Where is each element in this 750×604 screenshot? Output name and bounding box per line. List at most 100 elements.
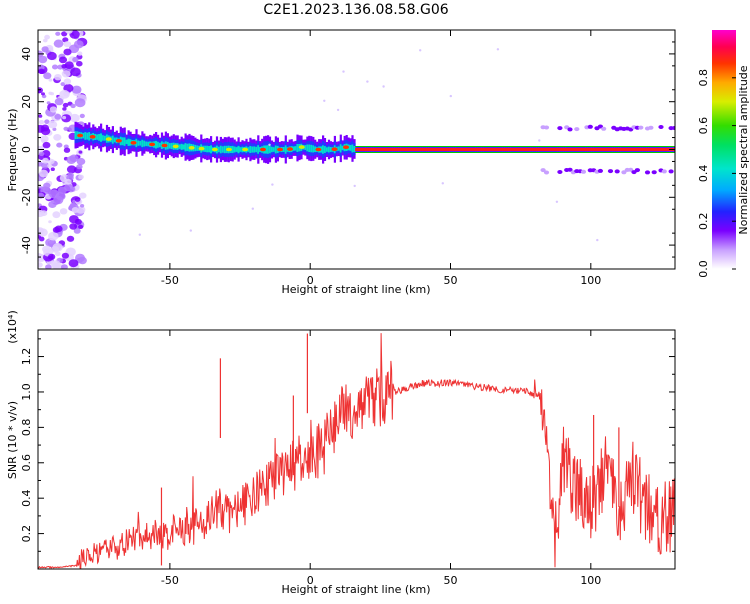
sideband-blob: [628, 127, 634, 132]
trace-inner: [265, 145, 268, 154]
noise-blob: [62, 37, 69, 43]
noise-blob: [54, 74, 62, 81]
trace-inner: [170, 142, 173, 150]
sideband-blob: [587, 124, 593, 129]
trace-inner: [127, 138, 130, 146]
trace-inner: [98, 134, 101, 141]
noise-blob: [62, 115, 67, 120]
noise-blob: [48, 78, 53, 82]
noise-blob: [38, 55, 48, 64]
noise-blob: [44, 34, 50, 40]
sideband-blob: [543, 170, 550, 175]
stray-point: [251, 207, 254, 210]
sideband-blob: [580, 169, 587, 174]
stray-point: [138, 233, 141, 236]
trace-hotspot: [331, 147, 338, 151]
noise-blob: [71, 207, 79, 213]
trace-inner: [341, 145, 344, 151]
y-tick-label: 1.2: [20, 348, 33, 366]
trace-inner: [239, 147, 242, 152]
trace-inner: [306, 144, 309, 152]
trace-inner: [257, 145, 260, 154]
x-tick-label: -50: [161, 274, 179, 287]
noise-blob: [69, 223, 78, 230]
trace-inner: [294, 146, 297, 151]
trace-hotspot: [343, 145, 349, 149]
trace-inner: [103, 135, 107, 141]
noise-blob: [56, 142, 63, 148]
noise-blob: [46, 101, 51, 105]
trace-inner: [147, 141, 150, 147]
trace-inner: [349, 145, 352, 151]
trace-inner: [210, 145, 213, 154]
stray-point: [353, 184, 356, 188]
noise-blob: [61, 70, 71, 78]
sideband-blob: [540, 168, 546, 173]
noise-blob: [43, 72, 52, 80]
trace-inner: [237, 145, 240, 154]
trace-hotspot: [161, 143, 168, 148]
y-tick-label: -20: [20, 188, 33, 206]
y-tick-label: 0.2: [20, 525, 33, 543]
sideband-blob: [638, 125, 644, 130]
colorbar: 0.0 0.2 0.4 0.6 0.8 Normalized spectral ampl…: [697, 30, 750, 278]
stray-point: [336, 108, 340, 112]
trace-inner: [137, 140, 140, 146]
noise-blob: [61, 31, 68, 37]
noise-blob: [48, 158, 55, 165]
trace-hotspot: [287, 147, 293, 151]
sideband-blob: [597, 124, 604, 129]
snr-frame: [37, 329, 676, 570]
trace-inner: [339, 144, 342, 153]
noise-blob: [54, 225, 63, 233]
x-tick-label: 0: [307, 274, 314, 287]
trace-hotspot: [89, 135, 96, 139]
trace-inner: [139, 140, 142, 146]
noise-blob: [40, 127, 51, 136]
trace-inner: [194, 144, 197, 152]
trace-inner: [314, 146, 317, 153]
trace-inner: [217, 146, 221, 153]
trace-inner: [84, 132, 87, 140]
trace-inner: [141, 139, 144, 148]
sideband-blob: [567, 167, 573, 172]
sideband-blob: [671, 126, 675, 130]
trace-inner: [323, 146, 327, 153]
noise-blob: [70, 103, 76, 109]
noise-blob: [50, 260, 61, 269]
stray-point: [441, 182, 444, 185]
trace-inner: [337, 146, 340, 151]
sideband-blob: [621, 170, 627, 175]
trace-inner: [113, 137, 116, 143]
noise-blob: [49, 106, 58, 113]
trace-inner: [255, 146, 258, 153]
trace-inner: [282, 147, 285, 152]
noise-blob: [48, 120, 58, 129]
stray-point: [342, 70, 345, 73]
trace-hotspot: [260, 147, 266, 152]
noise-blob: [58, 56, 68, 64]
y-tick-label: 0.4: [20, 489, 33, 507]
noise-blob: [74, 98, 86, 108]
trace-inner: [308, 144, 311, 152]
noise-blob: [39, 151, 45, 157]
stray-point: [596, 238, 599, 242]
y-tick-label: 0.6: [20, 454, 33, 472]
noise-blob: [78, 174, 84, 180]
noise-blob: [76, 157, 86, 166]
trace-inner: [135, 138, 138, 148]
snr-ticks: -50 0 50 100 0.2 0.4 0.6 0.8 1.0 1.2: [20, 330, 675, 587]
noise-blob: [38, 262, 43, 268]
trace-inner: [231, 145, 234, 154]
noise-blob: [48, 231, 59, 241]
trace-inner: [155, 140, 158, 149]
snr-ylabel: SNR (10 * v/v): [6, 401, 19, 479]
noise-blob: [38, 228, 48, 237]
trace-inner: [304, 145, 307, 150]
noise-blob: [54, 113, 62, 120]
trace-inner: [102, 135, 105, 141]
colorbar-ticks: 0.0 0.2 0.4 0.6 0.8: [697, 69, 736, 278]
noise-blob: [50, 167, 55, 171]
